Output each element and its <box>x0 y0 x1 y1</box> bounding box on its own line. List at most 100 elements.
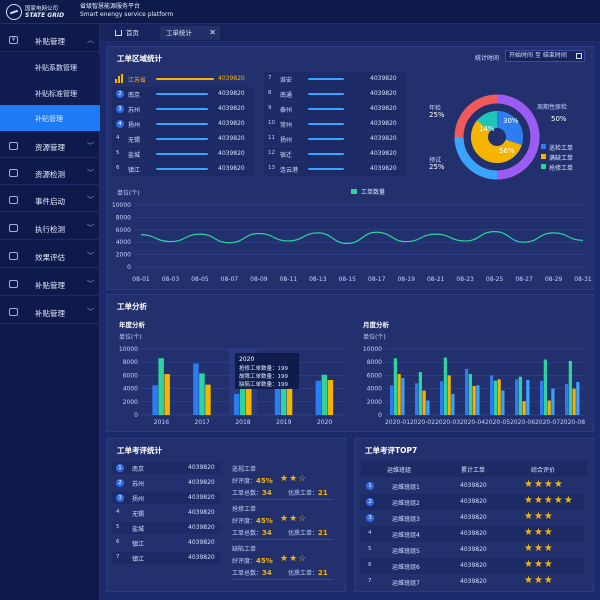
bar-series-2[interactable] <box>493 380 497 415</box>
bar-series-3[interactable] <box>447 375 451 415</box>
sidebar-subitem-subsidy-active[interactable]: 补贴管理 <box>0 105 100 131</box>
bar-series-2[interactable] <box>321 374 328 415</box>
bar-series-4[interactable] <box>501 390 505 415</box>
evaluation-row[interactable]: 6 镇江 4039820 <box>112 537 220 549</box>
rank-badge: 1 <box>116 464 124 472</box>
bar-series-4[interactable] <box>426 400 430 415</box>
bar-series-2[interactable] <box>443 357 447 415</box>
bar-series-1[interactable] <box>193 363 199 415</box>
bar-series-3[interactable] <box>327 380 334 415</box>
region-row[interactable]: 4 无锡 4039820 <box>112 132 254 146</box>
y-tick-label: 4000 <box>116 239 131 246</box>
bar-series-3[interactable] <box>164 374 170 415</box>
region-row[interactable]: 3 苏州 4039820 <box>112 102 254 116</box>
region-row[interactable]: 2 南京 4039820 <box>112 87 254 101</box>
region-row[interactable]: 13 连云港 4039820 <box>264 162 406 176</box>
bar-series-4[interactable] <box>401 378 405 415</box>
trophy-icon <box>115 74 125 83</box>
bar-series-3[interactable] <box>246 376 252 415</box>
top7-row[interactable]: 2 运维班组2 4039820 ★★★★★ <box>360 494 584 510</box>
bar-series-3[interactable] <box>572 388 576 415</box>
sidebar-item-subsidy-management[interactable]: ¥ 补贴管理 ︿ <box>0 28 100 52</box>
bar-series-4[interactable] <box>551 388 555 415</box>
sidebar-subitem-coefficient[interactable]: 补贴系数管理 <box>0 54 100 80</box>
bar-series-3[interactable] <box>205 384 211 415</box>
region-row[interactable]: 江苏省 4039820 <box>112 72 254 86</box>
x-tick-label: 08-11 <box>280 276 298 283</box>
bar-series-4[interactable] <box>526 380 530 415</box>
tab-bar: 首页 工单统计 ✕ <box>100 24 600 42</box>
end-date-input[interactable]: 结束时间 <box>542 52 567 59</box>
region-row[interactable]: 9 泰州 4039820 <box>264 102 406 116</box>
top7-row[interactable]: 6 运维班组6 4039820 ★★★ <box>360 558 584 574</box>
sidebar-item-subsidy-management-3[interactable]: 补贴管理 ﹀ <box>0 300 100 324</box>
evaluation-row[interactable]: 4 无锡 4039820 <box>112 507 220 519</box>
bar-series-3[interactable] <box>522 401 526 415</box>
region-row[interactable]: 7 淮安 4039820 <box>264 72 406 86</box>
sidebar-item-resource-detection[interactable]: 资源检测 ﹀ <box>0 161 100 185</box>
calendar-icon[interactable] <box>576 53 582 59</box>
bar-series-1[interactable] <box>490 375 494 415</box>
bar-series-1[interactable] <box>315 380 322 415</box>
bar-series-2[interactable] <box>418 372 422 415</box>
bar-series-1[interactable] <box>234 393 240 415</box>
sidebar-item-effect-evaluation[interactable]: 效果评估 ﹀ <box>0 244 100 268</box>
bar-series-1[interactable] <box>465 368 469 415</box>
sidebar-item-event-start[interactable]: 事件启动 ﹀ <box>0 188 100 212</box>
bar-series-2[interactable] <box>518 376 522 415</box>
bar-series-1[interactable] <box>515 379 519 415</box>
bar-series-3[interactable] <box>472 385 476 415</box>
bar-series-2[interactable] <box>393 358 397 415</box>
region-row[interactable]: 5 盐城 4039820 <box>112 147 254 161</box>
start-date-input[interactable]: 开始时间 <box>509 52 534 59</box>
sidebar-item-execution-detection[interactable]: 执行检测 ﹀ <box>0 216 100 240</box>
evaluation-row[interactable]: 2 苏州 4039820 <box>112 477 220 489</box>
bar-series-1[interactable] <box>565 383 569 415</box>
bar-series-3[interactable] <box>547 400 551 415</box>
bar-series-4[interactable] <box>451 393 455 415</box>
bar-series-3[interactable] <box>422 390 426 415</box>
top7-row[interactable]: 4 运维班组4 4039820 ★★★ <box>360 526 584 542</box>
region-bar <box>308 138 344 140</box>
bar-series-1[interactable] <box>390 385 394 415</box>
tab-home[interactable]: 首页 <box>112 26 160 40</box>
bar-series-2[interactable] <box>158 358 164 415</box>
bar-series-1[interactable] <box>540 380 544 415</box>
evaluation-row[interactable]: 1 南京 4039820 <box>112 462 220 474</box>
bar-series-2[interactable] <box>543 359 547 415</box>
sidebar-subitem-standard[interactable]: 补贴标准管理 <box>0 80 100 106</box>
top7-row[interactable]: 3 运维班组3 4039820 ★★★ <box>360 510 584 526</box>
bar-series-2[interactable] <box>468 374 472 415</box>
bar-series-1[interactable] <box>415 383 419 415</box>
top7-row[interactable]: 5 运维班组5 4039820 ★★★ <box>360 542 584 558</box>
region-row[interactable]: 11 扬州 4039820 <box>264 132 406 146</box>
region-row[interactable]: 4 扬州 4039820 <box>112 117 254 131</box>
top7-row[interactable]: 7 运维班组7 4039820 ★★★ <box>360 574 584 590</box>
evaluation-row[interactable]: 3 扬州 4039820 <box>112 492 220 504</box>
region-row[interactable]: 10 常州 4039820 <box>264 117 406 131</box>
bar-series-4[interactable] <box>476 385 480 415</box>
chevron-up-icon: ︿ <box>87 36 94 44</box>
evaluation-row[interactable]: 7 镇江 4039820 <box>112 552 220 564</box>
date-range-picker[interactable]: 开始时间 至 结束时间 <box>505 50 585 62</box>
bar-series-2[interactable] <box>568 360 572 415</box>
y-tick-label: 10000 <box>363 346 382 353</box>
evaluation-row[interactable]: 5 盐城 4039820 <box>112 522 220 534</box>
bar-series-1[interactable] <box>440 381 444 415</box>
top7-row[interactable]: 1 运维班组1 4039820 ★★★★ <box>360 478 584 494</box>
bar-series-4[interactable] <box>576 382 580 415</box>
bar-series-3[interactable] <box>286 387 293 415</box>
bar-series-3[interactable] <box>397 374 401 415</box>
bar-series-2[interactable] <box>199 373 205 415</box>
region-row[interactable]: 8 南通 4039820 <box>264 87 406 101</box>
close-icon[interactable]: ✕ <box>209 28 216 37</box>
sidebar-item-subsidy-management-2[interactable]: 补贴管理 ﹀ <box>0 272 100 296</box>
tab-order-statistics[interactable]: 工单统计 ✕ <box>160 26 220 40</box>
region-row[interactable]: 12 宿迁 4039820 <box>264 147 406 161</box>
bar-series-1[interactable] <box>274 372 281 415</box>
bar-series-3[interactable] <box>497 379 501 415</box>
region-row[interactable]: 6 镇江 4039820 <box>112 162 254 176</box>
sidebar-item-resource-management[interactable]: 资源管理 ﹀ <box>0 134 100 158</box>
bar-series-1[interactable] <box>152 385 158 415</box>
x-tick-label: 2020-07 <box>535 419 560 426</box>
